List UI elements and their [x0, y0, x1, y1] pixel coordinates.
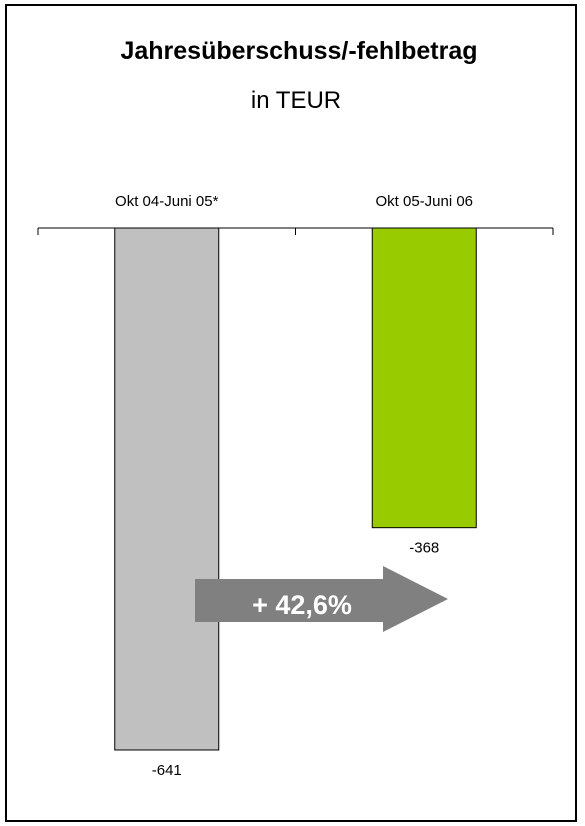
x-tick-label: Okt 05-Juni 06	[375, 193, 473, 210]
change-arrow: + 42,6%	[195, 566, 448, 632]
data-label: -641	[152, 762, 182, 779]
chart-title: Jahresüberschuss/-fehlbetrag	[120, 37, 477, 65]
bar	[114, 227, 220, 751]
bars	[114, 227, 477, 751]
x-tick-label: Okt 04-Juni 05*	[115, 193, 219, 210]
bar	[371, 227, 477, 529]
data-label: -368	[409, 540, 439, 557]
chart-frame	[5, 4, 577, 822]
change-arrow-shape	[195, 566, 448, 632]
data-labels: -641 -368	[152, 540, 440, 779]
change-arrow-label: + 42,6%	[252, 590, 352, 620]
chart-subtitle: in TEUR	[251, 87, 341, 114]
